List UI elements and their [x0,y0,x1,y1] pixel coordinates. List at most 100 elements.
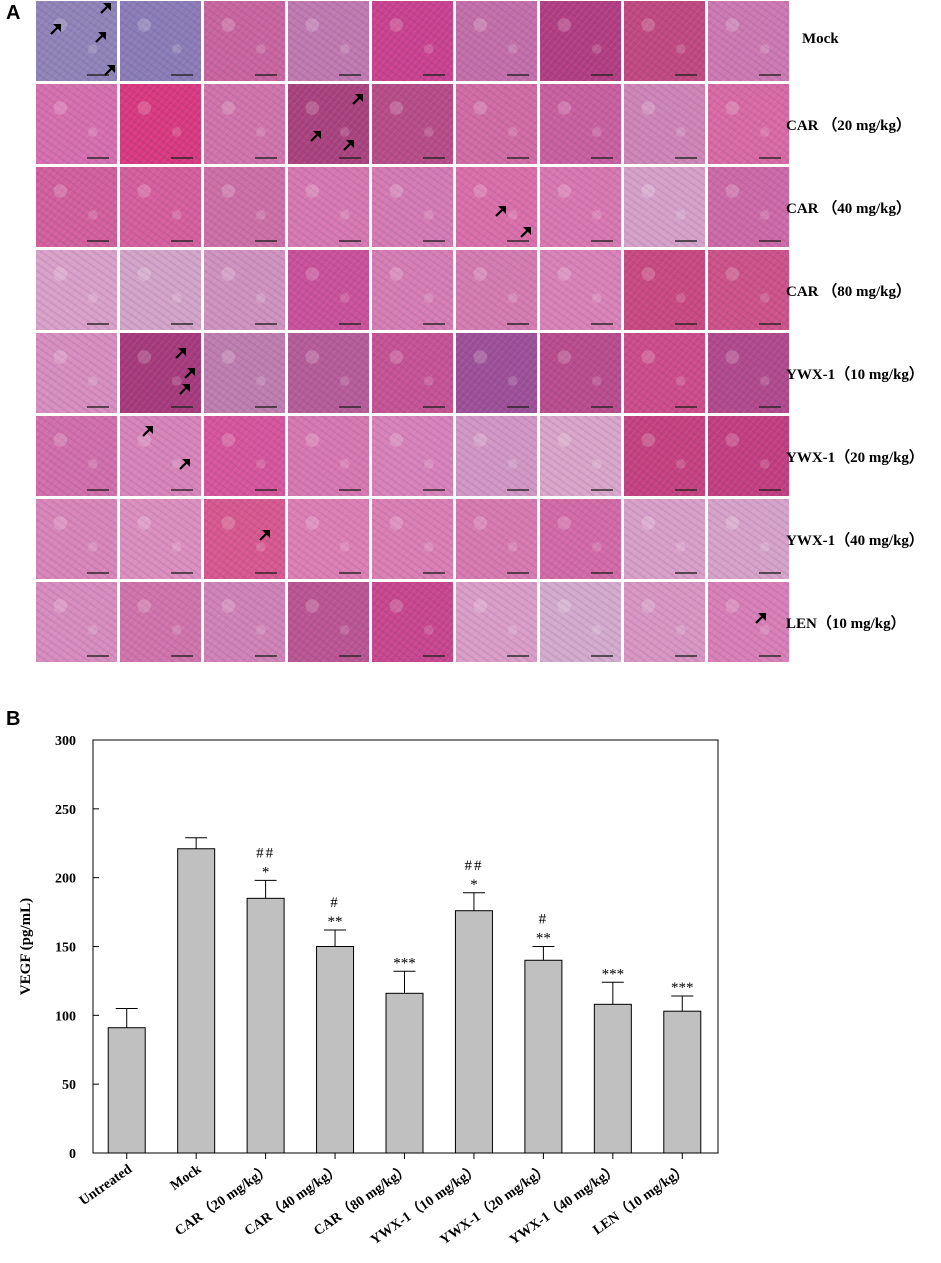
scale-bar [507,74,529,76]
scale-bar [675,74,697,76]
x-tick-label: YWX-1（40 mg/kg） [506,1161,621,1248]
scale-bar [171,406,193,408]
row-label: YWX-1（40 mg/kg） [786,533,924,549]
scale-bar [591,572,613,574]
histology-tile [119,83,202,165]
scale-bar [339,74,361,76]
histology-tile [287,581,370,663]
scale-bar [591,323,613,325]
row-label: YWX-1（10 mg/kg） [786,367,924,383]
histology-tile [35,249,118,331]
bar [593,1003,632,1154]
histology-tile [35,415,118,497]
scale-bar [591,489,613,491]
histology-tile [119,249,202,331]
scale-bar [759,655,781,657]
lesion-arrow-icon [310,131,322,143]
histology-tile [203,83,286,165]
lesion-arrow-icon [183,368,195,379]
scale-bar [171,240,193,242]
histology-tile [203,581,286,663]
scale-bar [339,406,361,408]
histology-tile [539,249,622,331]
histology-tile [707,415,790,497]
scale-bar [255,323,277,325]
scale-bar [87,406,109,408]
histology-tile [455,581,538,663]
panel-a-letter: A [6,2,21,24]
scale-bar [87,572,109,574]
scale-bar [591,406,613,408]
lesion-arrow-icon [494,206,506,217]
histology-tile [623,498,706,580]
histology-tile [287,498,370,580]
histology-tile [371,498,454,580]
y-tick-label: 150 [55,941,76,956]
bar [246,897,285,1154]
scale-bar [507,406,529,408]
row-label: CAR （20 mg/kg） [786,118,912,134]
histology-tile [35,498,118,580]
scale-bar [171,655,193,657]
histology-tile [119,0,202,82]
y-tick-label: 250 [55,803,76,818]
scale-bar [507,655,529,657]
row-label: YWX-1（20 mg/kg） [786,450,924,466]
significance-mark: *** [393,955,416,971]
scale-bar [255,572,277,574]
histology-tile [455,415,538,497]
row-label: Mock [802,31,839,47]
scale-bar [423,74,445,76]
scale-bar [591,74,613,76]
histology-tile [707,83,790,165]
scale-bar [507,157,529,159]
scale-bar [423,323,445,325]
lesion-arrow-icon [179,384,191,396]
lesion-arrow-icon [259,529,271,541]
lesion-arrow-icon [142,426,154,438]
histology-tile [119,581,202,663]
histology-tile [287,166,370,248]
row-label: CAR （80 mg/kg） [786,284,912,300]
bar [454,910,493,1154]
scale-bar [759,572,781,574]
lesion-arrow-icon [103,64,115,76]
scale-bar [423,406,445,408]
scale-bar [759,406,781,408]
histology-tile [371,0,454,82]
histology-tile [203,166,286,248]
histology-tile [119,415,202,497]
bar [177,848,216,1154]
scale-bar [759,240,781,242]
significance-mark: * [470,877,478,893]
scale-bar [87,323,109,325]
histology-tile [707,332,790,414]
y-tick-label: 0 [69,1147,76,1162]
scale-bar [675,572,697,574]
vegf-bar-chart: 0 50 100 150 200 250 300 VEGF (pg/mL) Untreated M… [18,734,719,1248]
lesion-arrow-icon [49,23,61,35]
scale-bar [87,74,109,76]
hash-mark: # [330,895,340,911]
scale-bar [423,489,445,491]
histology-tile [287,249,370,331]
scale-bar [255,406,277,408]
y-tick-label: 50 [62,1078,76,1093]
histology-tile [539,332,622,414]
histology-tile [623,581,706,663]
scale-bar [171,74,193,76]
scale-bar [255,240,277,242]
scale-bar [87,489,109,491]
scale-bar [423,655,445,657]
histology-tile [455,83,538,165]
scale-bar [675,655,697,657]
histology-tile [707,581,790,663]
significance-mark: ** [536,931,551,947]
hash-mark: ## [256,845,275,861]
row-label: LEN（10 mg/kg） [786,616,906,632]
histology-tile [539,498,622,580]
histology-tile [203,249,286,331]
scale-bar [171,157,193,159]
scale-bar [87,240,109,242]
y-tick-label: 100 [55,1009,76,1024]
